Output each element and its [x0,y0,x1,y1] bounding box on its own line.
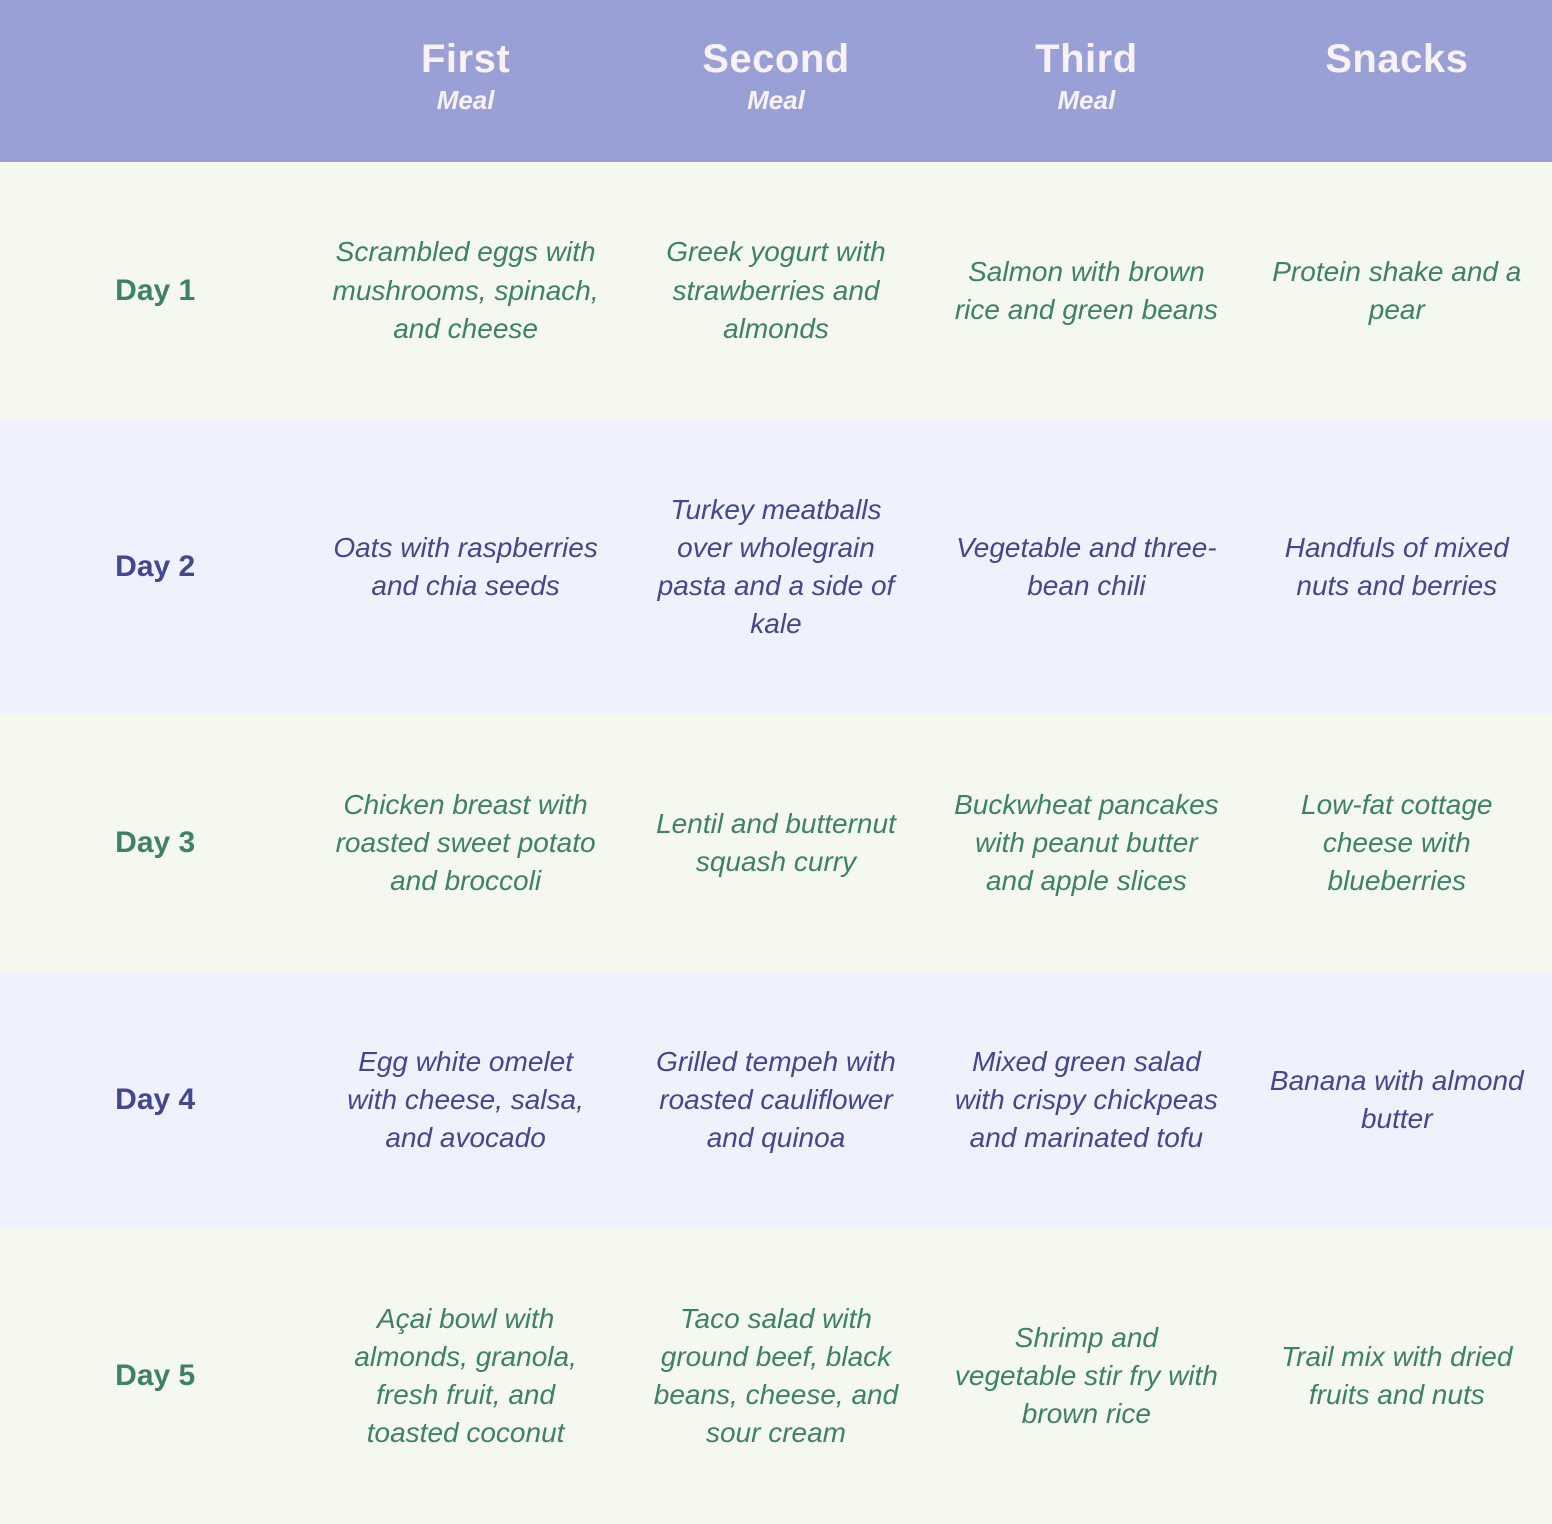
header-second-meal: Second Meal [621,0,931,162]
meal-text: Handfuls of mixed nuts and berries [1284,531,1509,601]
meal-text: Protein shake and a pear [1272,255,1522,325]
header-third-meal: Third Meal [931,0,1241,162]
meal-cell-snacks: Banana with almond butter [1242,972,1552,1229]
meal-cell-third: Salmon with brown rice and green beans [931,162,1241,419]
meal-cell-third: Shrimp and vegetable stir fry with brown… [931,1229,1241,1524]
meal-cell-first: Scrambled eggs with mushrooms, spinach, … [310,162,620,419]
meal-text: Açai bowl with almonds, granola, fresh f… [354,1303,577,1449]
meal-text: Low-fat cottage cheese with blueberries [1301,788,1493,897]
column-title: Snacks [1325,37,1469,81]
meal-cell-snacks: Trail mix with dried fruits and nuts [1242,1229,1552,1524]
meal-cell-first: Chicken breast with roasted sweet potato… [310,714,620,971]
meal-cell-first: Açai bowl with almonds, granola, fresh f… [310,1229,620,1524]
header-first-meal: First Meal [310,0,620,162]
meal-text: Mixed green salad with crispy chickpeas … [954,1046,1218,1154]
meal-text: Taco salad with ground beef, black beans… [653,1303,899,1449]
day-label: Day 2 [115,549,196,583]
table-row-day-4: Day 4 Egg white omelet with cheese, sals… [0,971,1552,1229]
column-subtitle: Meal [1057,85,1116,115]
meal-cell-snacks: Protein shake and a pear [1242,162,1552,419]
meal-cell-second: Grilled tempeh with roasted cauliflower … [621,972,931,1229]
meal-text: Vegetable and three-bean chili [956,531,1217,601]
day-label: Day 1 [115,273,196,307]
column-subtitle: Meal [436,85,495,115]
meal-text: Oats with raspberries and chia seeds [333,531,598,601]
meal-text: Trail mix with dried fruits and nuts [1281,1341,1513,1411]
table-row-day-2: Day 2 Oats with raspberries and chia see… [0,419,1552,715]
meal-text: Chicken breast with roasted sweet potato… [335,788,596,897]
meal-text: Banana with almond butter [1269,1065,1524,1135]
column-subtitle: Meal [747,85,805,115]
meal-cell-first: Oats with raspberries and chia seeds [310,419,620,714]
meal-cell-second: Taco salad with ground beef, black beans… [621,1229,931,1524]
day-cell: Day 4 [0,972,310,1229]
table-row-day-3: Day 3 Chicken breast with roasted sweet … [0,714,1552,972]
meal-cell-first: Egg white omelet with cheese, salsa, and… [310,972,620,1229]
meal-cell-snacks: Low-fat cottage cheese with blueberries [1242,714,1552,971]
day-cell: Day 5 [0,1229,310,1524]
meal-text: Greek yogurt with strawberries and almon… [666,236,886,344]
day-cell: Day 1 [0,162,310,419]
table-header: First Meal Second Meal Third Meal Snacks [0,0,1552,162]
meal-text: Scrambled eggs with mushrooms, spinach, … [332,236,599,344]
meal-text: Grilled tempeh with roasted cauliflower … [656,1046,896,1154]
meal-text: Salmon with brown rice and green beans [954,255,1218,325]
day-cell: Day 3 [0,714,310,971]
meal-cell-second: Greek yogurt with strawberries and almon… [621,162,931,419]
meal-cell-snacks: Handfuls of mixed nuts and berries [1242,419,1552,714]
day-label: Day 5 [115,1359,196,1393]
table-row-day-1: Day 1 Scrambled eggs with mushrooms, spi… [0,162,1552,420]
day-label: Day 3 [115,826,196,859]
header-snacks: Snacks [1242,0,1552,162]
meal-cell-third: Mixed green salad with crispy chickpeas … [931,972,1241,1229]
header-empty-cell [0,0,310,162]
meal-text: Turkey meatballs over wholegrain pasta a… [657,493,895,639]
column-title: Second [702,37,850,81]
meal-text: Lentil and butternut squash curry [656,807,896,877]
meal-text: Buckwheat pancakes with peanut butter an… [954,788,1219,897]
meal-text: Egg white omelet with cheese, salsa, and… [347,1046,584,1154]
meal-cell-third: Vegetable and three-bean chili [931,419,1241,714]
meal-cell-second: Lentil and butternut squash curry [621,714,931,971]
meal-text: Shrimp and vegetable stir fry with brown… [954,1322,1218,1430]
column-title: First [421,37,511,81]
day-cell: Day 2 [0,419,310,714]
table-row-day-5: Day 5 Açai bowl with almonds, granola, f… [0,1228,1552,1524]
column-title: Third [1035,37,1138,81]
meal-cell-second: Turkey meatballs over wholegrain pasta a… [621,419,931,714]
day-label: Day 4 [115,1083,196,1117]
meal-cell-third: Buckwheat pancakes with peanut butter an… [931,714,1241,971]
